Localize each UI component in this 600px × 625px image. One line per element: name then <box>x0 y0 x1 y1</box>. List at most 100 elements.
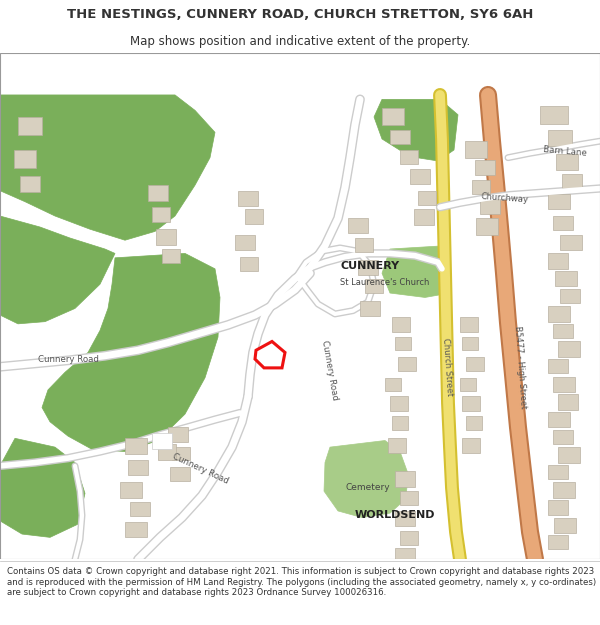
Polygon shape <box>382 246 450 298</box>
Text: Cemetery: Cemetery <box>346 483 391 492</box>
Polygon shape <box>348 218 368 232</box>
Polygon shape <box>462 438 480 452</box>
Polygon shape <box>560 289 580 303</box>
Polygon shape <box>548 130 572 146</box>
Polygon shape <box>382 108 404 124</box>
Text: Contains OS data © Crown copyright and database right 2021. This information is : Contains OS data © Crown copyright and d… <box>7 568 596 597</box>
Polygon shape <box>562 174 582 189</box>
Polygon shape <box>125 522 147 538</box>
Polygon shape <box>460 378 476 391</box>
Polygon shape <box>148 185 168 201</box>
Polygon shape <box>476 218 498 235</box>
Text: Barn Lane: Barn Lane <box>543 144 587 158</box>
Text: THE NESTINGS, CUNNERY ROAD, CHURCH STRETTON, SY6 6AH: THE NESTINGS, CUNNERY ROAD, CHURCH STRET… <box>67 8 533 21</box>
Polygon shape <box>235 235 255 250</box>
Polygon shape <box>480 198 500 214</box>
Polygon shape <box>158 444 176 461</box>
Polygon shape <box>462 396 480 411</box>
Polygon shape <box>395 511 415 526</box>
Polygon shape <box>548 412 570 428</box>
Polygon shape <box>548 194 570 209</box>
Text: Cunnery Road: Cunnery Road <box>170 452 229 486</box>
Polygon shape <box>548 500 568 516</box>
Polygon shape <box>172 447 190 461</box>
Polygon shape <box>358 260 378 276</box>
Polygon shape <box>410 169 430 184</box>
Text: St Laurence's Church: St Laurence's Church <box>340 278 430 286</box>
Polygon shape <box>14 150 36 168</box>
Polygon shape <box>365 279 383 293</box>
Polygon shape <box>554 518 576 533</box>
Polygon shape <box>390 130 410 144</box>
Polygon shape <box>400 491 418 506</box>
Polygon shape <box>18 117 42 134</box>
Polygon shape <box>324 441 408 518</box>
Polygon shape <box>0 95 215 240</box>
Polygon shape <box>560 235 582 250</box>
Polygon shape <box>255 341 285 368</box>
Polygon shape <box>553 377 575 392</box>
Text: Churchway: Churchway <box>481 192 529 204</box>
Polygon shape <box>392 416 408 429</box>
Polygon shape <box>170 467 190 481</box>
Text: Cunnery Road: Cunnery Road <box>320 339 340 401</box>
Polygon shape <box>398 357 416 371</box>
Text: WORLDSEND: WORLDSEND <box>355 511 435 521</box>
Polygon shape <box>466 416 482 429</box>
Polygon shape <box>548 535 568 549</box>
Polygon shape <box>472 180 490 194</box>
Polygon shape <box>395 471 415 487</box>
Text: Map shows position and indicative extent of the property.: Map shows position and indicative extent… <box>130 35 470 48</box>
Polygon shape <box>156 229 176 244</box>
Polygon shape <box>414 209 434 225</box>
Polygon shape <box>152 208 170 221</box>
Polygon shape <box>0 216 115 324</box>
Polygon shape <box>0 438 85 538</box>
Polygon shape <box>555 271 577 286</box>
Polygon shape <box>395 337 411 350</box>
Polygon shape <box>152 432 172 449</box>
Polygon shape <box>128 461 148 474</box>
Polygon shape <box>553 216 573 230</box>
Polygon shape <box>558 447 580 462</box>
Polygon shape <box>390 396 408 411</box>
Polygon shape <box>388 438 406 452</box>
Polygon shape <box>558 341 580 357</box>
Polygon shape <box>548 359 568 373</box>
Polygon shape <box>475 160 495 175</box>
Text: B5477 - High Street: B5477 - High Street <box>512 325 527 409</box>
Polygon shape <box>553 429 573 444</box>
Polygon shape <box>120 482 142 498</box>
Polygon shape <box>168 428 188 442</box>
Polygon shape <box>558 394 578 410</box>
Polygon shape <box>395 548 415 564</box>
Polygon shape <box>460 318 478 331</box>
Polygon shape <box>418 191 436 205</box>
Text: CUNNERY: CUNNERY <box>340 261 400 271</box>
Polygon shape <box>400 531 418 545</box>
Polygon shape <box>20 176 40 192</box>
Polygon shape <box>540 106 568 124</box>
Polygon shape <box>360 301 380 316</box>
Polygon shape <box>130 502 150 516</box>
Polygon shape <box>462 337 478 350</box>
Polygon shape <box>548 253 568 269</box>
Polygon shape <box>245 209 263 224</box>
Polygon shape <box>162 249 180 263</box>
Polygon shape <box>125 438 147 454</box>
Text: Cunnery Road: Cunnery Road <box>38 354 98 364</box>
Polygon shape <box>238 191 258 206</box>
Polygon shape <box>240 257 258 271</box>
Polygon shape <box>392 318 410 331</box>
Polygon shape <box>385 378 401 391</box>
Polygon shape <box>556 154 578 170</box>
Polygon shape <box>466 357 484 371</box>
Polygon shape <box>374 99 458 161</box>
Polygon shape <box>553 482 575 498</box>
Polygon shape <box>553 324 573 338</box>
Polygon shape <box>465 141 487 158</box>
Polygon shape <box>548 465 568 479</box>
Polygon shape <box>400 150 418 164</box>
Polygon shape <box>42 253 220 451</box>
Polygon shape <box>355 238 373 252</box>
